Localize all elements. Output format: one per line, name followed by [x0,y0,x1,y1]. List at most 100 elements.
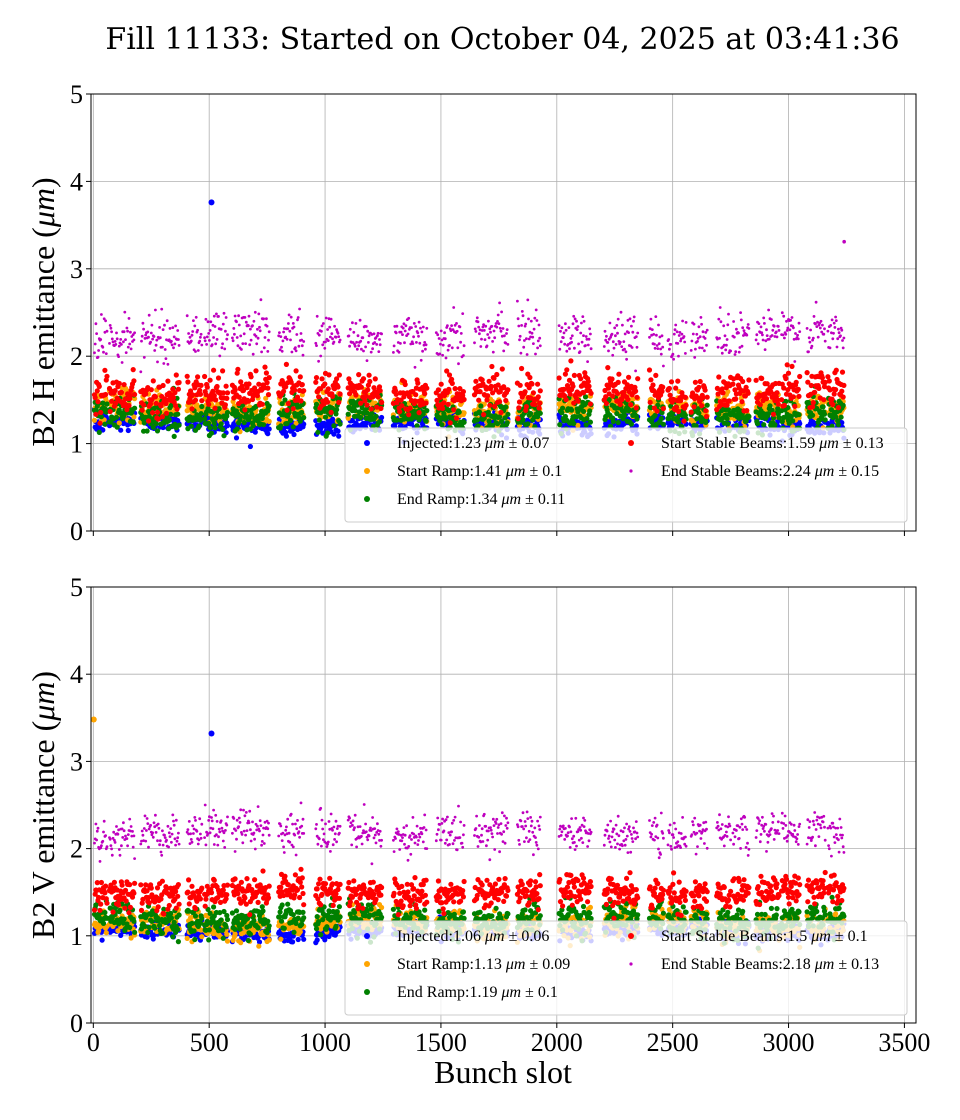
point [775,335,779,339]
point [262,317,265,321]
point [107,408,113,415]
point [325,430,331,436]
point [563,342,567,346]
point [165,378,171,384]
point [328,325,332,329]
point [698,335,702,339]
point [657,342,661,346]
point [224,423,231,429]
point [526,298,530,302]
point [215,312,218,316]
point [160,307,164,311]
point [660,406,667,412]
point [199,335,202,339]
point [439,422,445,428]
point [491,340,494,343]
point [718,306,722,309]
point [497,399,503,405]
point [452,386,458,392]
point [280,345,283,349]
point [93,351,96,355]
figure-title: Fill 11133: Started on October 04, 2025 … [105,22,900,57]
point [126,345,130,349]
point [818,326,822,330]
point [518,338,521,342]
point [608,321,612,325]
point [812,315,816,318]
point [371,347,374,351]
point [315,429,321,435]
point [691,332,695,336]
point [237,314,241,318]
point [536,405,542,411]
point [839,388,845,394]
point [739,399,745,405]
point [588,390,594,396]
point [125,427,131,434]
point [462,354,465,357]
point [265,385,271,391]
point [219,327,223,331]
point [586,343,590,347]
point [587,419,594,425]
point [189,406,195,412]
point [833,367,839,373]
point [322,414,329,420]
point [455,322,458,325]
point [377,350,381,353]
point [718,336,721,340]
point [356,334,360,338]
point [473,327,477,331]
point [489,363,495,370]
point [208,329,212,332]
point [131,378,137,384]
point [527,317,530,321]
point [520,417,526,423]
point [198,382,204,388]
point [299,332,303,335]
point [93,342,97,346]
point [166,417,172,423]
point [237,323,241,327]
point [733,422,740,428]
point [128,342,132,346]
point [615,419,621,426]
point [113,414,120,420]
point [129,347,133,351]
point [683,402,689,408]
point [569,407,575,413]
point [614,390,621,397]
point [151,337,155,341]
point [302,340,306,343]
point [461,312,465,315]
point [423,341,427,344]
point [377,388,383,394]
point [413,392,419,398]
point [498,326,502,330]
point [147,313,151,317]
point [204,317,208,321]
point [347,334,351,338]
point [252,429,258,435]
point [746,377,752,383]
point [487,336,491,340]
point [132,391,138,398]
point [195,374,201,380]
point [420,330,424,334]
point [580,321,583,325]
y-label-suffix: ) [25,177,61,188]
point [682,335,686,338]
point [115,337,119,341]
point [622,340,626,343]
point [417,334,420,338]
point [324,316,328,320]
point [630,346,634,349]
point [668,347,671,351]
point [236,344,240,348]
point [376,331,380,335]
point [497,322,501,325]
point [365,387,371,393]
point [98,409,104,416]
point [165,319,169,323]
